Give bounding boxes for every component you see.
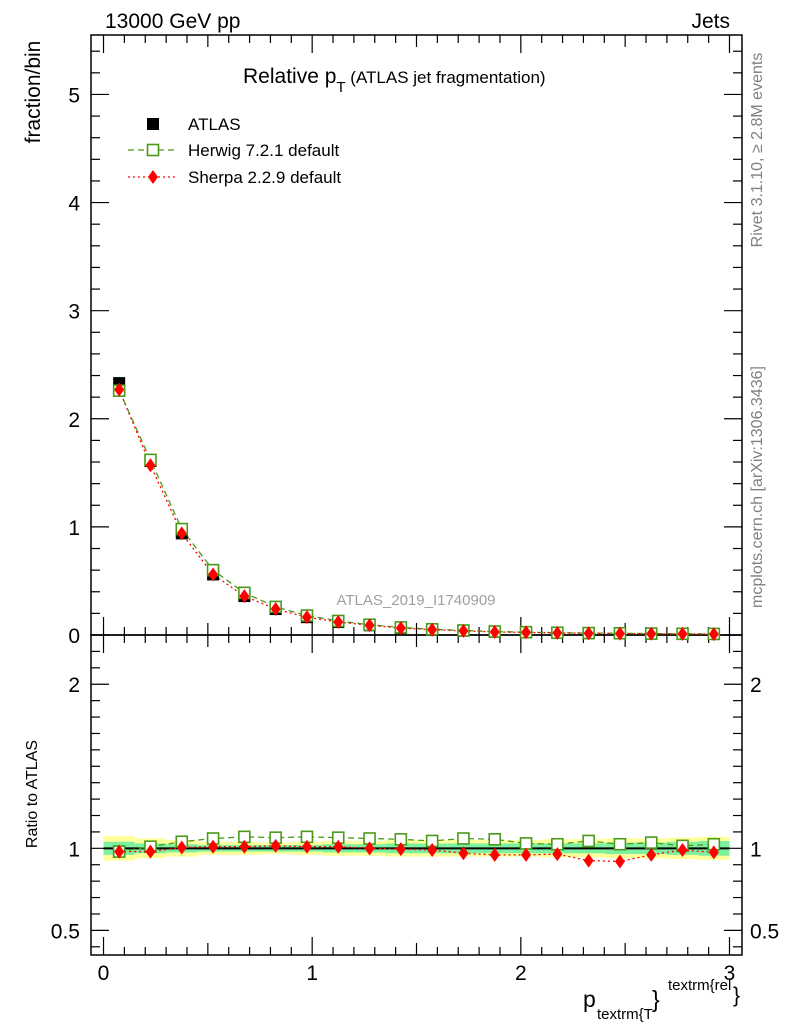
- y-tick-label-right: 2: [750, 674, 762, 697]
- legend: ATLAS Herwig 7.2.1 default Sherpa 2.2.9 de…: [128, 115, 341, 187]
- sherpa-point: [521, 625, 532, 640]
- sherpa-point: [489, 624, 500, 639]
- herwig-ratio-point: [613, 837, 627, 851]
- rivet-label: Rivet 3.1.10, ≥ 2.8M events: [749, 53, 766, 248]
- x-axis-label: ptextrm{T}textrm{rel}: [583, 977, 740, 1023]
- herwig-ratio-point: [582, 834, 595, 848]
- process-label: Jets: [691, 10, 730, 33]
- herwig-ratio-point: [457, 832, 470, 845]
- sherpa-ratio-point: [708, 845, 719, 860]
- sherpa-ratio-point: [552, 847, 563, 862]
- sherpa-point: [270, 602, 281, 617]
- sherpa-ratio-point: [521, 847, 532, 862]
- y-tick-label: 0: [68, 625, 80, 648]
- legend-herwig-marker: [146, 143, 160, 157]
- main-series: [112, 377, 721, 642]
- y-tick-label: 2: [68, 674, 80, 697]
- sherpa-ratio-point: [677, 842, 688, 857]
- legend-herwig-label: Herwig 7.2.1 default: [188, 141, 339, 160]
- legend-sherpa-label: Sherpa 2.2.9 default: [188, 168, 341, 187]
- y-tick-label: 1: [68, 517, 80, 540]
- sherpa-point: [145, 458, 156, 473]
- sherpa-point: [208, 567, 219, 582]
- sherpa-ratio-point: [270, 838, 281, 853]
- sherpa-point: [677, 626, 688, 641]
- ratio-series: [112, 830, 721, 869]
- x-tick-label: 1: [306, 962, 318, 985]
- sherpa-point: [708, 627, 719, 642]
- axis-ticks: 0 1 2 3 0 1 2 3 4 5 0.5 0.5 1 1 2 2: [51, 35, 779, 985]
- sherpa-ratio-point: [208, 839, 219, 854]
- sherpa-point: [333, 615, 344, 630]
- y-tick-label: 5: [68, 84, 80, 107]
- legend-atlas-label: ATLAS: [188, 115, 241, 134]
- sherpa-point: [364, 618, 375, 633]
- sherpa-ratio-point: [145, 844, 156, 859]
- mcplots-label: mcplots.cern.ch [arXiv:1306.3436]: [749, 366, 766, 608]
- sherpa-ratio-point: [427, 842, 438, 857]
- plot-title: Relative pT (ATLAS jet fragmentation): [243, 65, 546, 96]
- legend-sherpa-marker: [148, 170, 158, 184]
- sherpa-ratio-point: [646, 847, 657, 862]
- x-tick-label: 3: [724, 962, 736, 985]
- sherpa-point: [114, 382, 125, 397]
- y-axis-label-ratio: Ratio to ATLAS: [24, 740, 41, 848]
- sherpa-point: [646, 626, 657, 641]
- y-tick-label: 1: [68, 838, 80, 861]
- sherpa-point: [427, 622, 438, 637]
- herwig-ratio-point: [488, 833, 502, 846]
- sherpa-point: [301, 610, 312, 625]
- y-tick-label: 0.5: [51, 920, 80, 943]
- sherpa-point: [395, 621, 406, 636]
- herwig-ratio-point: [519, 837, 533, 850]
- y-tick-label: 4: [68, 193, 80, 216]
- ratio-plot-frame: [90, 634, 743, 956]
- sherpa-ratio-point: [364, 841, 375, 856]
- sherpa-ratio-point: [395, 842, 406, 857]
- sherpa-ratio-point: [239, 839, 250, 854]
- sherpa-ratio-point: [458, 846, 469, 861]
- y-tick-label: 2: [68, 409, 80, 432]
- x-tick-label: 0: [98, 962, 110, 985]
- energy-label: 13000 GeV pp: [105, 10, 240, 33]
- sherpa-ratio-point: [301, 839, 312, 854]
- sherpa-ratio-point: [176, 840, 187, 855]
- sherpa-ratio-point: [614, 854, 625, 869]
- sherpa-point: [552, 625, 563, 640]
- sherpa-ratio-point: [114, 844, 125, 859]
- y-tick-label-right: 1: [750, 838, 762, 861]
- analysis-id: ATLAS_2019_I1740909: [336, 592, 495, 609]
- x-tick-label: 2: [515, 962, 527, 985]
- sherpa-point: [583, 626, 594, 641]
- herwig-ratio-point: [644, 836, 658, 849]
- sherpa-ratio-point: [583, 853, 594, 868]
- sherpa-ratio-line: [119, 845, 714, 863]
- sherpa-ratio-point: [333, 839, 344, 854]
- legend-atlas-marker: [147, 118, 159, 130]
- sherpa-point: [458, 623, 469, 638]
- sherpa-point: [614, 626, 625, 641]
- sherpa-ratio-point: [489, 847, 500, 862]
- y-axis-label-main: fraction/bin: [22, 41, 45, 144]
- y-tick-label-right: 0.5: [750, 920, 779, 943]
- y-tick-label: 3: [68, 301, 80, 324]
- sherpa-point: [176, 526, 187, 541]
- sherpa-point: [239, 589, 250, 604]
